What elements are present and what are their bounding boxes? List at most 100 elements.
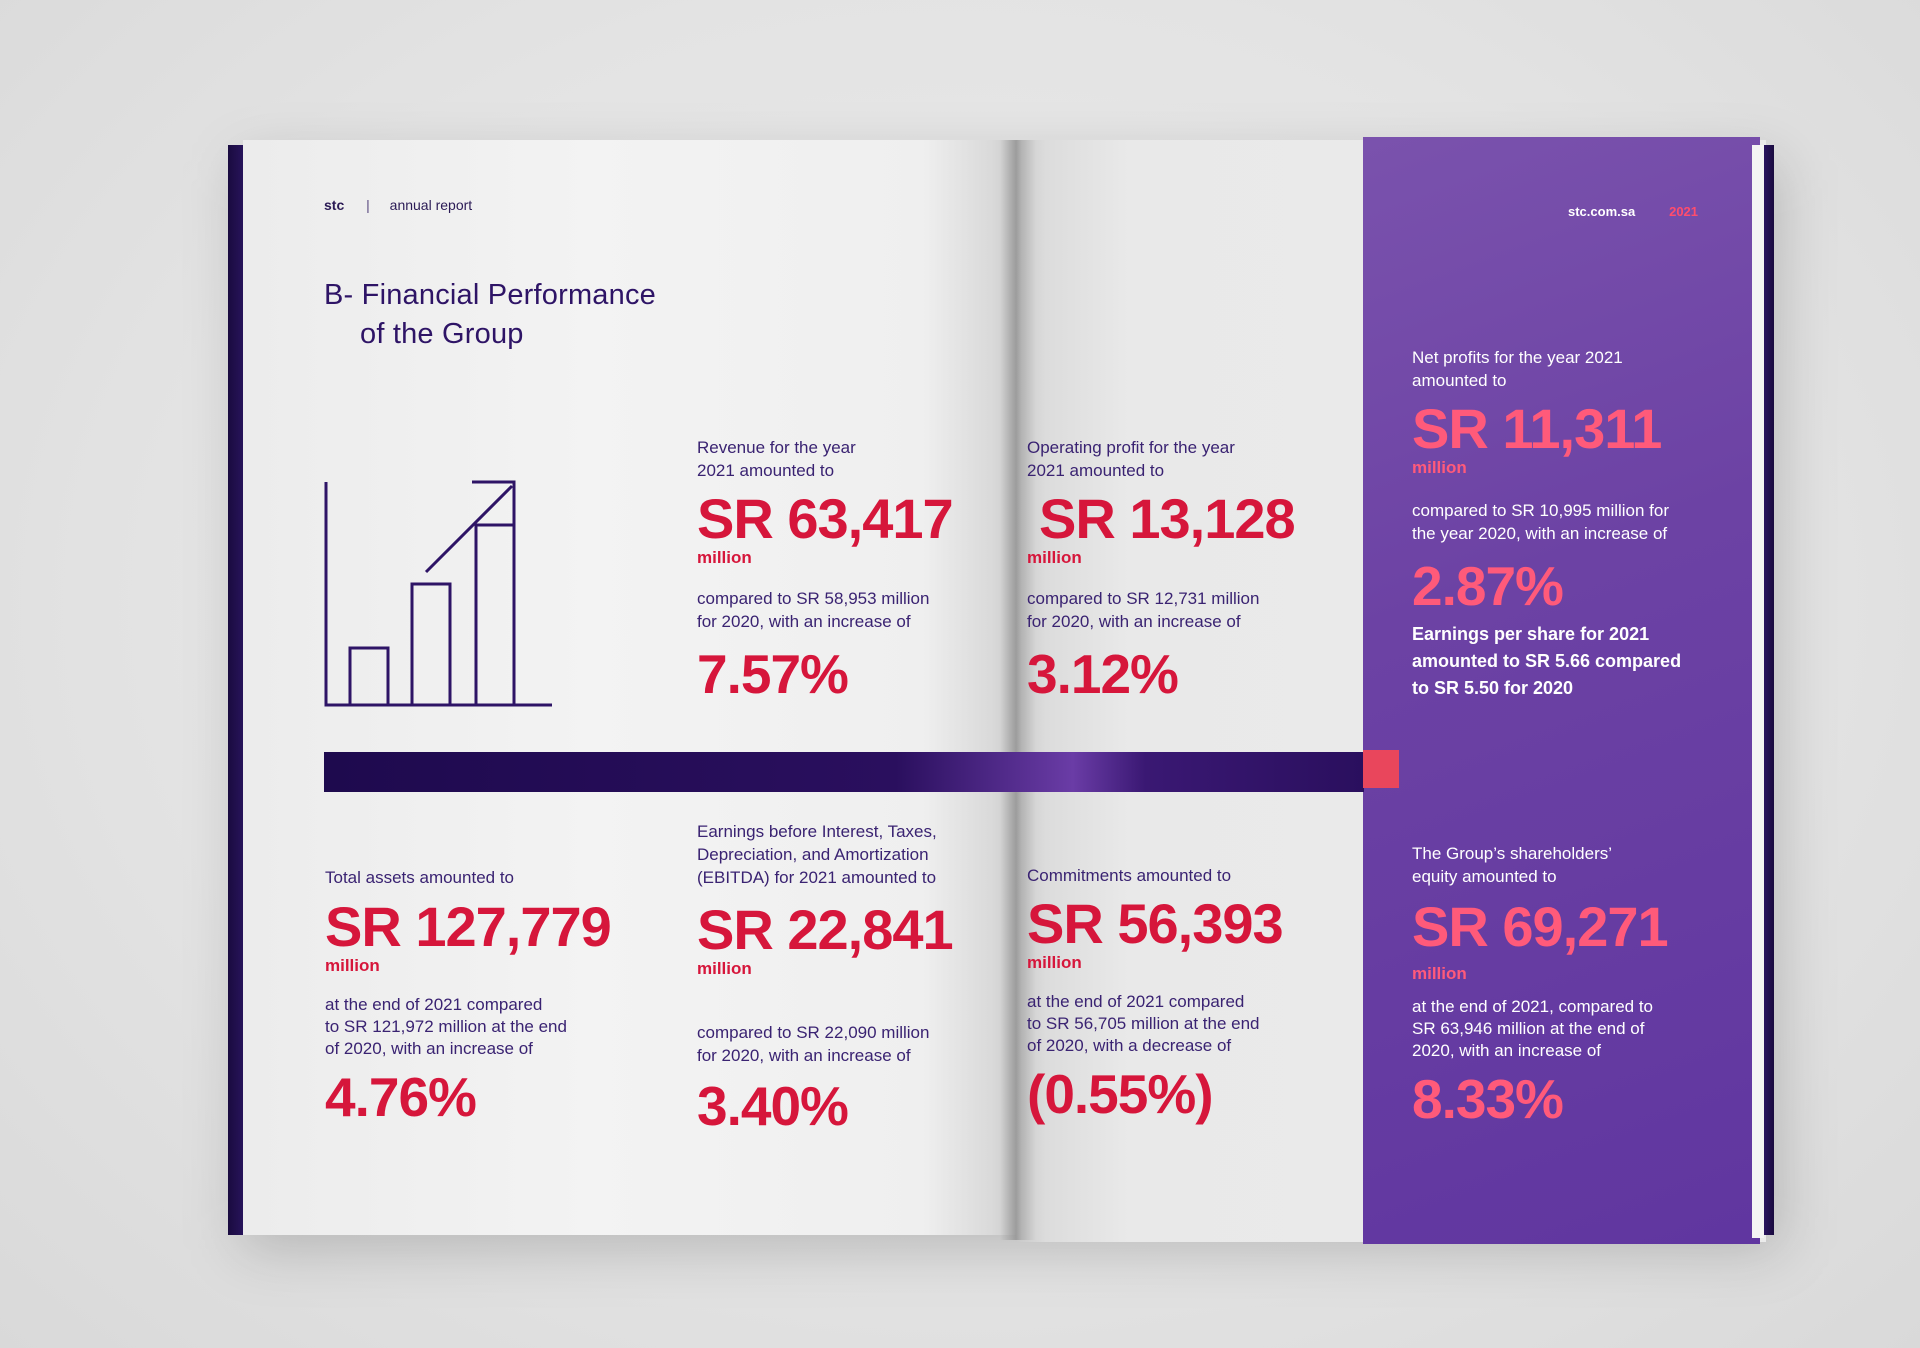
commitments-lead: Commitments amounted to (1027, 864, 1283, 887)
equity-change: 8.33% (1412, 1068, 1564, 1130)
eps-line-3: to SR 5.50 for 2020 (1412, 678, 1574, 698)
total-assets-comparison: at the end of 2021 compared to SR 121,97… (325, 994, 611, 1060)
operating-profit-lead: Operating profit for the year 2021 amoun… (1027, 436, 1295, 482)
divider-band (324, 752, 1364, 792)
chart-axes (324, 482, 552, 707)
total-assets-comparison-line-3: of 2020, with an increase of (325, 1039, 533, 1058)
commitments-comparison-line-2: to SR 56,705 million at the end (1027, 1014, 1260, 1033)
total-assets-block: Total assets amounted to SR 127,779 mill… (325, 866, 612, 1128)
right-cover-edge (1764, 145, 1774, 1235)
commitments-block: Commitments amounted to SR 56,393 millio… (1027, 864, 1284, 1125)
net-profit-lead-line-2: amounted to (1412, 371, 1507, 390)
revenue-comparison: compared to SR 58,953 million for 2020, … (697, 587, 953, 633)
ebitda-comparison-line-2: for 2020, with an increase of (697, 1046, 911, 1065)
net-profit-unit: million (1412, 458, 1467, 477)
net-profit-amount: SR 11,311 (1412, 397, 1662, 460)
header-website: stc.com.sa (1568, 204, 1636, 219)
growth-arrow-shaft (424, 484, 514, 574)
commitments-amount: SR 56,393 (1027, 892, 1284, 955)
revenue-lead-line-2: 2021 amounted to (697, 461, 835, 480)
ebitda-change: 3.40% (697, 1075, 849, 1137)
operating-profit-unit: million (1027, 548, 1082, 567)
operating-profit-amount: SR 13,128 (1039, 487, 1296, 550)
page-title-line-2: of the Group (360, 318, 524, 350)
page-title-line-1: B- Financial Performance (324, 279, 656, 311)
operating-profit-lead-line-1: Operating profit for the year (1027, 438, 1235, 457)
header-section: annual report (389, 197, 473, 213)
left-page (243, 140, 1016, 1235)
eps-line-2: amounted to SR 5.66 compared (1412, 651, 1682, 671)
commitments-comparison-line-3: of 2020, with a decrease of (1027, 1036, 1232, 1055)
header-year: 2021 (1669, 204, 1699, 219)
revenue-lead: Revenue for the year 2021 amounted to (697, 436, 953, 482)
revenue-amount: SR 63,417 (697, 487, 954, 550)
brand-name: stc (324, 197, 345, 213)
total-assets-change: 4.76% (325, 1066, 477, 1128)
ebitda-lead-line-1: Earnings before Interest, Taxes, (697, 822, 937, 841)
equity-comparison: at the end of 2021, compared to SR 63,94… (1412, 996, 1668, 1062)
equity-lead-line-2: equity amounted to (1412, 867, 1557, 886)
book-gutter (1000, 140, 1036, 1240)
total-assets-lead: Total assets amounted to (325, 866, 611, 889)
total-assets-lead-line-1: Total assets amounted to (325, 868, 515, 887)
commitments-unit: million (1027, 953, 1082, 972)
operating-profit-comparison: compared to SR 12,731 million for 2020, … (1027, 587, 1295, 633)
running-header-right: stc.com.sa 2021 (1568, 203, 1698, 219)
equity-lead: The Group’s shareholders’ equity amounte… (1412, 842, 1668, 888)
ebitda-amount: SR 22,841 (697, 898, 954, 961)
ebitda-lead-line-2: Depreciation, and Amortization (697, 845, 929, 864)
ebitda-lead: Earnings before Interest, Taxes, Depreci… (697, 820, 953, 889)
total-assets-amount: SR 127,779 (325, 895, 612, 958)
left-cover-edge (228, 145, 246, 1235)
running-header-left: stc | annual report (324, 197, 472, 213)
chart-bar-3 (474, 523, 516, 707)
ebitda-unit: million (697, 959, 752, 978)
operating-profit-lead-line-2: 2021 amounted to (1027, 461, 1165, 480)
ebitda-block: Earnings before Interest, Taxes, Depreci… (697, 820, 954, 1137)
right-page-edge (1752, 145, 1764, 1238)
net-profit-comparison: compared to SR 10,995 million for the ye… (1412, 499, 1681, 545)
chart-bar-1 (348, 646, 390, 707)
total-assets-comparison-line-2: to SR 121,972 million at the end (325, 1017, 567, 1036)
commitments-lead-line-1: Commitments amounted to (1027, 866, 1232, 885)
operating-profit-change: 3.12% (1027, 643, 1179, 705)
revenue-comparison-line-2: for 2020, with an increase of (697, 612, 911, 631)
operating-profit-comparison-line-2: for 2020, with an increase of (1027, 612, 1241, 631)
equity-comparison-line-1: at the end of 2021, compared to (1412, 997, 1654, 1016)
bar-chart-growth-arrow-icon (324, 480, 552, 707)
commitments-change: (0.55%) (1027, 1063, 1214, 1125)
net-profit-block: Net profits for the year 2021 amounted t… (1412, 346, 1681, 702)
equity-unit: million (1412, 964, 1467, 983)
revenue-unit: million (697, 548, 752, 567)
ebitda-comparison: compared to SR 22,090 million for 2020, … (697, 1021, 953, 1067)
commitments-comparison: at the end of 2021 compared to SR 56,705… (1027, 991, 1283, 1057)
page-title: B- Financial Performance of the Group (324, 276, 656, 354)
equity-block: The Group’s shareholders’ equity amounte… (1412, 842, 1669, 1130)
revenue-block: Revenue for the year 2021 amounted to SR… (697, 436, 954, 705)
equity-amount: SR 69,271 (1412, 895, 1669, 958)
equity-lead-line-1: The Group’s shareholders’ (1412, 844, 1613, 863)
revenue-comparison-line-1: compared to SR 58,953 million (697, 589, 930, 608)
net-profit-lead: Net profits for the year 2021 amounted t… (1412, 346, 1681, 392)
header-separator: | (366, 197, 370, 213)
equity-comparison-line-3: 2020, with an increase of (1412, 1041, 1602, 1060)
right-purple-panel (1363, 137, 1760, 1244)
eps-line-1: Earnings per share for 2021 (1412, 624, 1650, 644)
net-profit-comparison-line-2: the year 2020, with an increase of (1412, 524, 1668, 543)
earnings-per-share: Earnings per share for 2021 amounted to … (1412, 621, 1681, 702)
equity-comparison-line-2: SR 63,946 million at the end of (1412, 1019, 1645, 1038)
operating-profit-block: Operating profit for the year 2021 amoun… (1027, 436, 1296, 705)
net-profit-comparison-line-1: compared to SR 10,995 million for (1412, 501, 1670, 520)
commitments-comparison-line-1: at the end of 2021 compared (1027, 992, 1245, 1011)
operating-profit-comparison-line-1: compared to SR 12,731 million (1027, 589, 1260, 608)
total-assets-unit: million (325, 956, 380, 975)
revenue-lead-line-1: Revenue for the year (697, 438, 856, 457)
ebitda-lead-line-3: (EBITDA) for 2021 amounted to (697, 868, 937, 887)
revenue-change: 7.57% (697, 643, 849, 705)
ebitda-comparison-line-1: compared to SR 22,090 million (697, 1023, 930, 1042)
accent-square (1363, 750, 1399, 788)
total-assets-comparison-line-1: at the end of 2021 compared (325, 995, 543, 1014)
net-profit-lead-line-1: Net profits for the year 2021 (1412, 348, 1623, 367)
chart-bar-2 (410, 582, 452, 707)
